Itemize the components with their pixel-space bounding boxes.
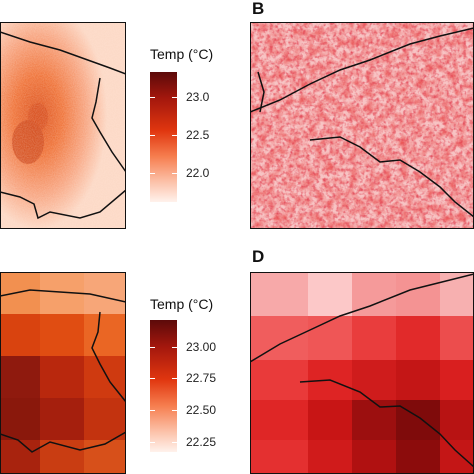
heatmap-a: [0, 22, 126, 229]
color-bar: [150, 320, 177, 452]
border-line-d1: [250, 273, 474, 363]
border-line-b1: [250, 27, 474, 113]
border-line-c1: [0, 289, 126, 303]
map-panel-d: [250, 272, 474, 474]
tick-label: 23.00: [186, 340, 217, 354]
border-line-c3: [0, 431, 126, 453]
color-bar: [150, 72, 177, 202]
border-line-a3: [0, 189, 126, 220]
border-line-a1: [0, 31, 126, 75]
border-line-b3: [309, 136, 474, 218]
tick-label: 22.5: [186, 128, 210, 142]
tick-label: 22.0: [186, 166, 210, 180]
heatmap-d: [250, 272, 474, 474]
border-line-b2: [257, 71, 265, 113]
map-panel-c: [0, 272, 126, 474]
legend-title: Temp (°C): [150, 296, 214, 312]
tick-label: 22.50: [186, 403, 217, 417]
panel-letter-d: D: [252, 247, 265, 266]
panel-letter-b: B: [252, 0, 265, 18]
tick-label: 23.0: [186, 90, 210, 104]
border-line-d2: [299, 379, 474, 468]
tick-label: 22.75: [186, 371, 217, 385]
legend-title: Temp (°C): [150, 46, 214, 62]
map-panel-b: [250, 22, 474, 229]
border-line-c2: [91, 311, 126, 403]
map-panel-a: [0, 22, 126, 229]
heatmap-b: [250, 22, 474, 229]
legend-bottom: Temp (°C) 23.00 22.75 22.50 22.25: [150, 296, 240, 466]
tick-label: 22.25: [186, 435, 217, 449]
border-line-a2: [91, 77, 126, 173]
legend-top: Temp (°C) 23.0 22.5 22.0: [150, 46, 240, 216]
heatmap-c: [0, 272, 126, 474]
